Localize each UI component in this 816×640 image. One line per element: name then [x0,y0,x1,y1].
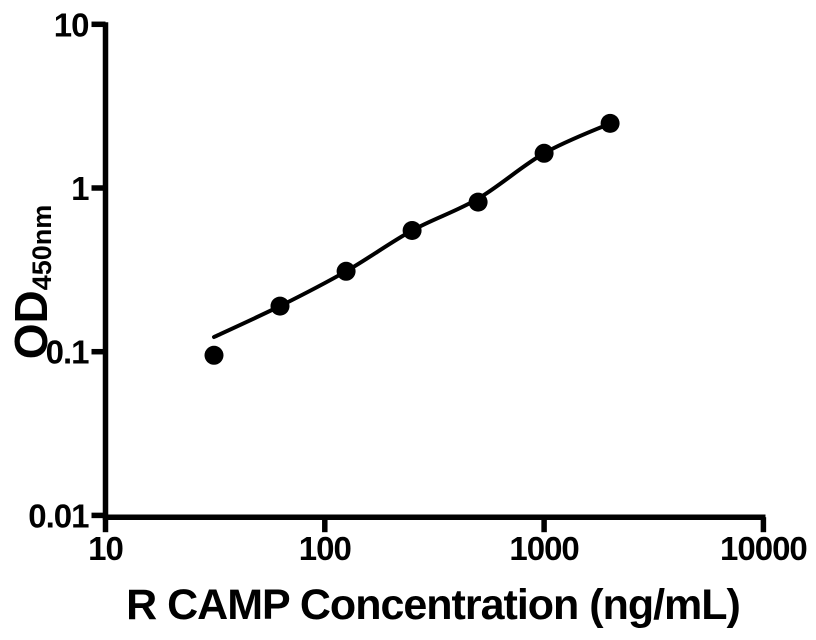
data-point [468,192,488,212]
y-tick-label: 0.01 [28,497,89,534]
y-tick-label: 0.1 [46,334,90,371]
y-tick-label: 1 [71,170,89,207]
data-point [204,345,224,365]
x-tick-label: 10 [88,530,123,567]
x-tick-label: 1000 [509,530,578,567]
x-tick-label: 100 [299,530,351,567]
data-point-series [204,113,620,365]
data-point [402,221,422,240]
data-point [270,296,290,316]
data-point [600,113,620,133]
x-axis: 10 100 1000 10000 [88,517,808,567]
y-axis-title-main: OD [5,290,57,359]
y-axis-title: OD450nm [5,205,57,360]
y-axis-title-subscript: 450nm [27,205,57,291]
data-point [336,261,356,281]
x-tick-label: 10000 [720,530,807,567]
x-axis-title: R CAMP Concentration (ng/mL) [126,581,740,629]
y-axis: 10 1 0.1 0.01 [28,6,106,534]
data-point [534,143,554,163]
axis-spines [102,22,766,520]
y-tick-label: 10 [54,6,89,43]
